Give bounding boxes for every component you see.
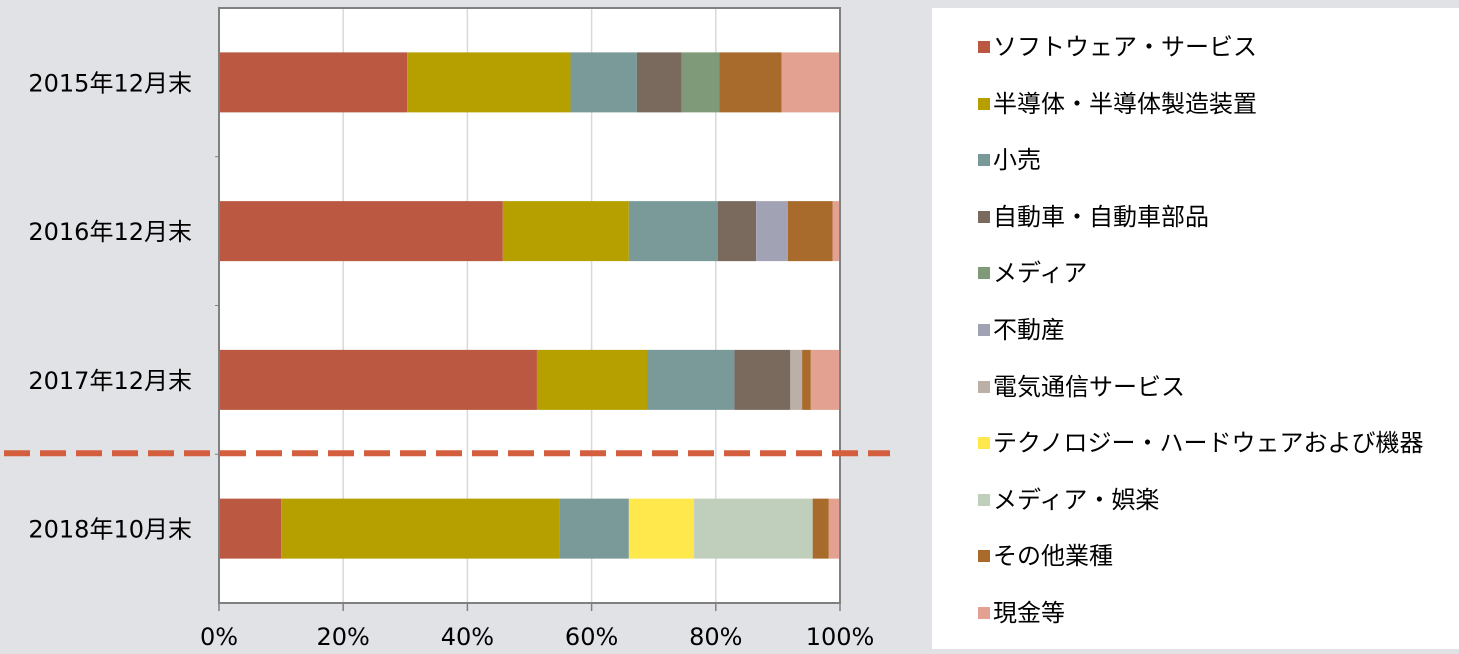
bar-segment [559, 498, 629, 559]
bar-segment [802, 349, 811, 410]
legend-swatch [978, 154, 990, 167]
bar-segment [790, 349, 803, 410]
bar-segment [787, 201, 833, 262]
legend-label: 不動産 [993, 316, 1065, 344]
bar-segment [219, 498, 282, 559]
bar-segment [717, 201, 757, 262]
legend-item: ソフトウェア・サービス [978, 32, 1257, 62]
bar-segment [828, 498, 840, 559]
legend-label: その他業種 [993, 542, 1113, 571]
category-label: 2018年10月末 [28, 516, 192, 544]
bar-segment [536, 349, 648, 410]
bar-segment [636, 52, 682, 113]
bar-segment [281, 498, 560, 559]
x-tick-label: 40% [441, 623, 494, 651]
bar-segment [812, 498, 829, 559]
bar-segment [407, 52, 571, 113]
bar-segment [219, 52, 408, 113]
legend-swatch [978, 437, 990, 450]
legend-label: テクノロジー・ハードウェアおよび機器 [993, 429, 1424, 458]
legend-item: その他業種 [978, 541, 1113, 571]
legend-swatch [978, 607, 990, 619]
bar-segment [570, 52, 637, 113]
x-tick-label: 20% [317, 623, 370, 651]
legend-label: 小売 [993, 146, 1041, 175]
x-tick-label: 0% [200, 623, 238, 651]
legend-label: ソフトウェア・サービス [993, 33, 1257, 61]
legend-swatch [978, 493, 990, 506]
legend-item: メディア・娯楽 [978, 485, 1159, 515]
legend-swatch [978, 97, 990, 110]
bar-segment [681, 52, 720, 113]
legend-label: 自動車・自動車部品 [993, 202, 1209, 231]
category-label: 2015年12月末 [28, 69, 192, 97]
bar-segment [810, 349, 840, 410]
legend-item: メディア [978, 258, 1087, 288]
legend-item: テクノロジー・ハードウェアおよび機器 [978, 428, 1424, 458]
bar-segment [694, 498, 813, 559]
bar-segment [781, 52, 840, 113]
bar-segment [502, 201, 629, 262]
bar-segment [719, 52, 782, 113]
x-tick-label: 100% [806, 623, 875, 651]
bar-segment [734, 349, 791, 410]
legend-swatch [978, 41, 990, 53]
legend-item: 半導体・半導体製造装置 [978, 89, 1257, 119]
legend-item: 小売 [978, 145, 1041, 175]
bar-segment [628, 498, 695, 559]
legend-item: 現金等 [978, 598, 1065, 628]
bar-segment [219, 349, 537, 410]
category-label: 2017年12月末 [28, 367, 192, 395]
legend-label: メディア [993, 259, 1088, 288]
plot-frame [218, 7, 841, 604]
legend-label: 半導体・半導体製造装置 [993, 89, 1257, 118]
legend-swatch [978, 550, 990, 563]
bar-segment [628, 201, 718, 262]
legend-item: 電気通信サービス [978, 372, 1185, 402]
legend-item: 自動車・自動車部品 [978, 202, 1209, 232]
x-tick-label: 60% [565, 623, 618, 651]
legend-label: 現金等 [993, 599, 1065, 627]
bar-segment [219, 201, 503, 262]
stacked-bar-chart: 0% 20% 40% 60% 80% 100% 2015年12月末 2016年12月末 2017… [4, 7, 890, 651]
legend: ソフトウェア・サービス 半導体・半導体製造装置 小売自動車・自動車部品 メディア不動産… [932, 8, 1459, 649]
x-tick-label: 80% [689, 623, 742, 651]
bar-segment [647, 349, 735, 410]
legend-item: 不動産 [978, 315, 1065, 345]
legend-label: 電気通信サービス [993, 372, 1185, 401]
bar-segment [832, 201, 840, 262]
legend-swatch [978, 380, 990, 393]
legend-swatch [978, 210, 990, 223]
legend-label: メディア・娯楽 [993, 485, 1160, 514]
category-label: 2016年12月末 [28, 218, 192, 246]
legend-swatch [978, 267, 990, 280]
bar-segment [756, 201, 788, 262]
legend-swatch [978, 324, 990, 336]
